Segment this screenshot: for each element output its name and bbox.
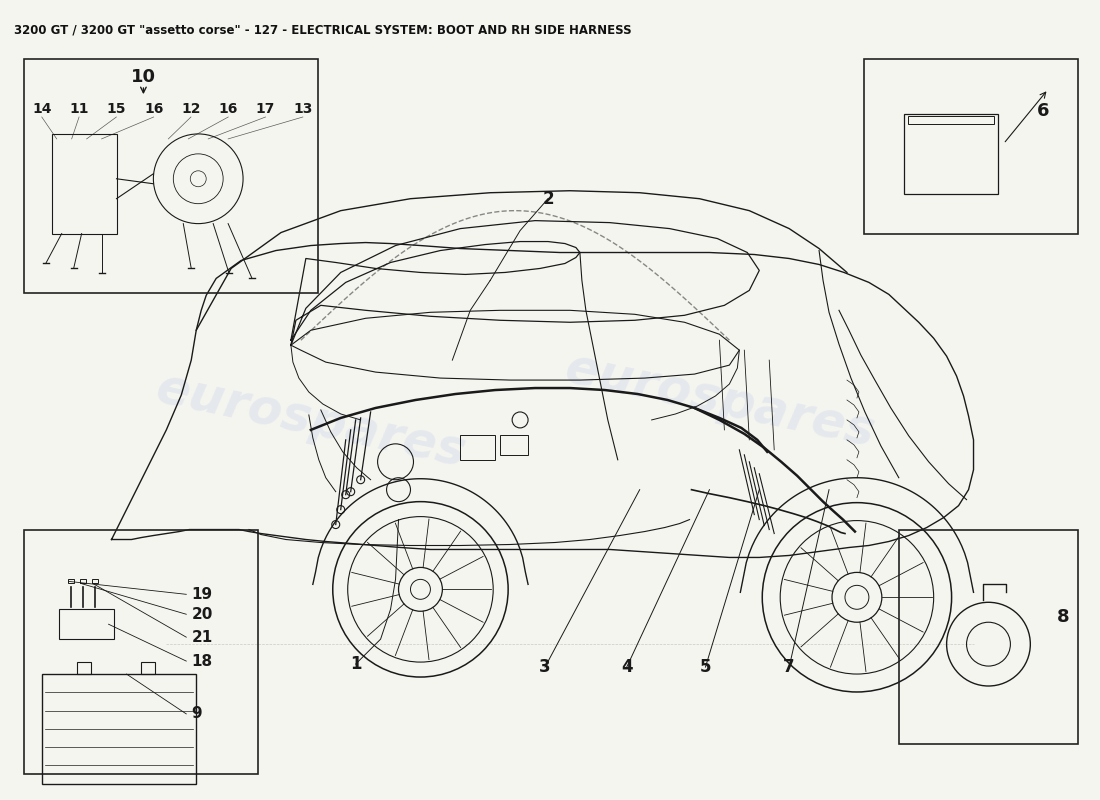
Text: 4: 4 — [620, 658, 632, 676]
Bar — [500, 435, 528, 455]
Text: 18: 18 — [191, 654, 212, 669]
Bar — [24, 59, 318, 294]
Bar — [24, 530, 258, 774]
Bar — [864, 59, 1078, 234]
Text: 15: 15 — [107, 102, 126, 116]
Text: 16: 16 — [219, 102, 238, 116]
Text: 3200 GT / 3200 GT "assetto corse" - 127 - ELECTRICAL SYSTEM: BOOT AND RH SIDE HA: 3200 GT / 3200 GT "assetto corse" - 127 … — [14, 23, 631, 36]
Text: 1: 1 — [350, 655, 362, 673]
Bar — [904, 114, 999, 194]
Text: 10: 10 — [131, 68, 156, 86]
Text: 11: 11 — [69, 102, 89, 116]
Text: 5: 5 — [700, 658, 712, 676]
Bar — [460, 435, 495, 460]
Text: 13: 13 — [294, 102, 312, 116]
Text: 12: 12 — [182, 102, 200, 116]
Text: 9: 9 — [191, 706, 202, 722]
Bar — [908, 116, 994, 124]
Text: 3: 3 — [539, 658, 551, 676]
Text: 7: 7 — [783, 658, 795, 676]
Text: eurospares: eurospares — [560, 344, 879, 456]
Text: 21: 21 — [191, 630, 212, 645]
Text: 16: 16 — [144, 102, 164, 116]
Text: 2: 2 — [542, 190, 553, 208]
Text: 20: 20 — [191, 606, 212, 622]
Bar — [42, 674, 196, 784]
Bar — [52, 134, 117, 234]
Bar — [79, 579, 86, 583]
Text: 14: 14 — [32, 102, 52, 116]
Text: 8: 8 — [1057, 608, 1069, 626]
Text: eurospares: eurospares — [152, 364, 471, 476]
Bar — [68, 579, 74, 583]
Text: 19: 19 — [191, 587, 212, 602]
Bar — [91, 579, 98, 583]
Bar — [77, 662, 90, 674]
Bar — [899, 530, 1078, 744]
Text: 17: 17 — [256, 102, 275, 116]
Bar — [142, 662, 155, 674]
Bar — [58, 610, 113, 639]
Text: 6: 6 — [1037, 102, 1049, 120]
